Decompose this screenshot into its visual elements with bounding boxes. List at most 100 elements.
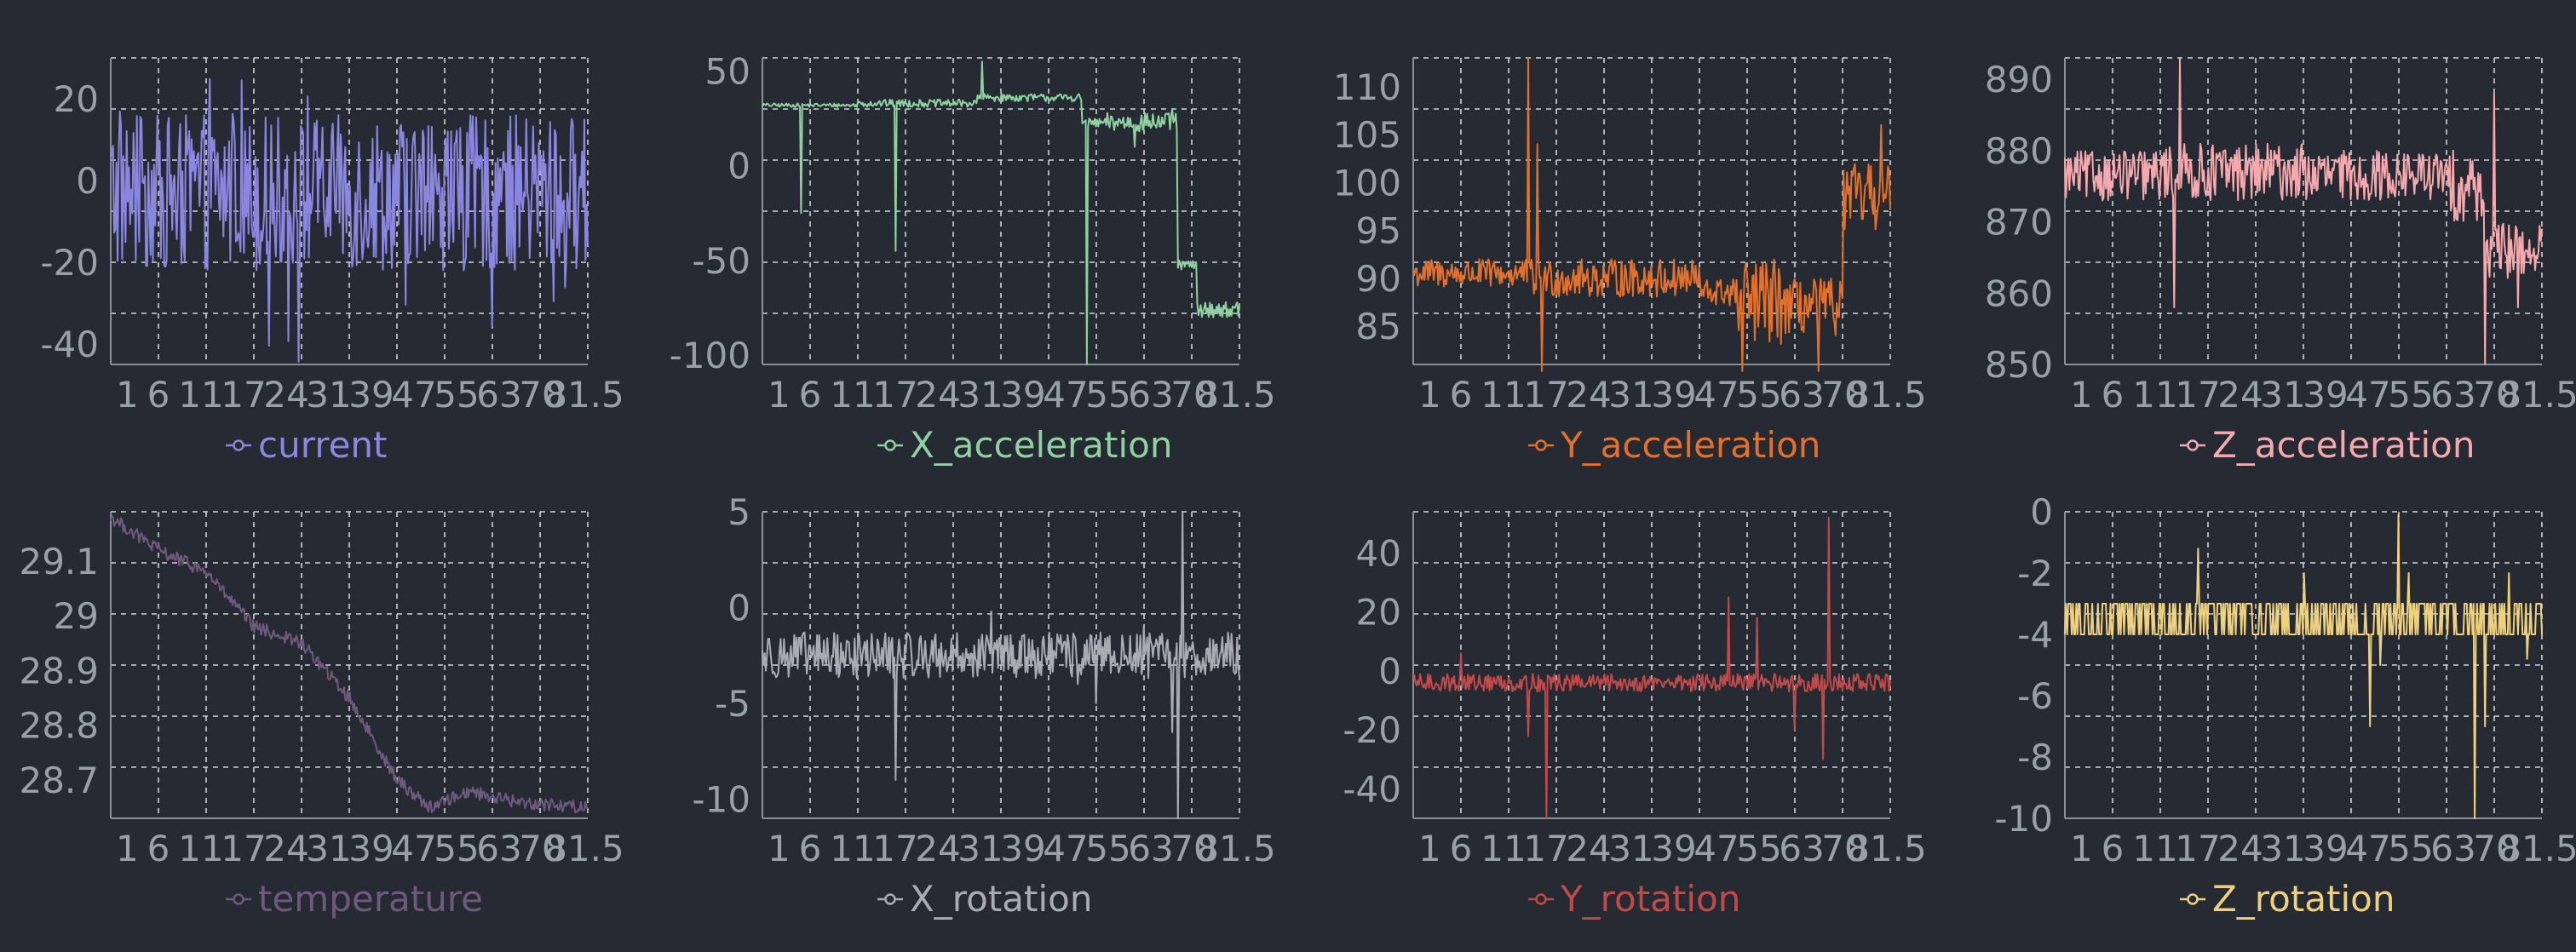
x-tick-label: 47 xyxy=(2345,828,2390,869)
x-tick-label: 17 xyxy=(1523,374,1568,416)
x-tick-label: 39 xyxy=(1651,374,1696,416)
y-tick-label: -40 xyxy=(40,324,99,365)
chart-panel-y-acceleration: 110 105 100 95 90 85 1 6 11 17 24 31 39 47 55 63 70 81.5 xyxy=(1333,57,1927,416)
x-tick-label: 1 xyxy=(2070,828,2093,869)
chart-panel-x-rotation: 5 0 -5 -10 1 6 11 17 24 31 39 47 55 63 70 81.5 xyxy=(692,491,1275,869)
legend-label: current xyxy=(258,424,388,466)
x-tick-label: 39 xyxy=(348,828,394,869)
x-tick-label: 1 xyxy=(768,374,791,416)
x-tick-label: 31 xyxy=(306,374,351,416)
grid xyxy=(1412,511,1891,819)
x-tick-label: 81.5 xyxy=(1847,828,1927,869)
legend[interactable]: current xyxy=(226,424,388,466)
legend[interactable]: Y_rotation xyxy=(1528,878,1740,920)
chart-panel-x-acceleration: 50 0 -50 -100 1 6 11 17 24 31 39 47 55 63 70 81.5 xyxy=(670,51,1276,416)
x-tick-label: 81.5 xyxy=(1196,828,1276,869)
x-tick-label: 63 xyxy=(476,828,521,869)
y-tick-label: 870 xyxy=(1985,202,2053,244)
y-tick-label: 29.1 xyxy=(19,541,99,582)
x-tick-label: 39 xyxy=(1651,828,1696,869)
x-tick-label: 70 xyxy=(1170,828,1216,869)
x-tick-label: 63 xyxy=(2430,828,2475,869)
series-line-y-acceleration xyxy=(1412,57,1891,372)
legend[interactable]: temperature xyxy=(226,878,483,920)
x-tick-label: 55 xyxy=(434,828,479,869)
x-tick-label: 39 xyxy=(2303,828,2348,869)
legend-marker-icon xyxy=(226,892,251,905)
legend-marker-icon xyxy=(2180,892,2205,905)
x-tick-label: 55 xyxy=(1736,828,1781,869)
x-tick-label: 81.5 xyxy=(1196,374,1276,416)
y-tick-label: 890 xyxy=(1985,59,2053,100)
x-tick-label: 39 xyxy=(1000,828,1045,869)
legend[interactable]: X_acceleration xyxy=(877,424,1173,466)
x-tick-label: 63 xyxy=(2430,374,2475,416)
x-tick-label: 1 xyxy=(1418,374,1441,416)
legend[interactable]: Z_rotation xyxy=(2180,878,2395,920)
y-tick-label: -10 xyxy=(692,779,750,821)
x-tick-label: 47 xyxy=(2345,374,2390,416)
x-tick-label: 6 xyxy=(799,828,822,869)
x-tick-label: 55 xyxy=(2388,828,2433,869)
legend-label: Y_rotation xyxy=(1561,878,1741,920)
y-tick-label: 0 xyxy=(76,160,99,202)
y-tick-label: -8 xyxy=(2017,737,2053,778)
chart-panel-y-rotation: 40 20 0 -20 -40 1 6 11 17 24 31 39 47 55 63 70 81.5 xyxy=(1343,511,1927,869)
x-tick-label: 55 xyxy=(1085,828,1130,869)
x-tick-label: 39 xyxy=(1000,374,1045,416)
x-tick-label: 81.5 xyxy=(544,828,624,869)
y-tick-label: 100 xyxy=(1333,162,1401,204)
legend-marker-icon xyxy=(1528,439,1554,451)
grid xyxy=(2064,511,2543,819)
x-tick-label: 1 xyxy=(1418,828,1441,869)
chart-svg: 29.1 29 28.9 28.8 28.7 1 6 11172431394755637081… xyxy=(19,511,624,869)
series-line-y-rotation xyxy=(1412,516,1891,819)
y-tick-label: 29 xyxy=(54,595,99,637)
x-tick-label: 31 xyxy=(957,374,1003,416)
y-tick-label: -6 xyxy=(2017,675,2053,717)
x-tick-label: 17 xyxy=(872,374,917,416)
x-tick-label: 6 xyxy=(1450,374,1473,416)
x-tick-label: 81.5 xyxy=(544,374,624,416)
x-tick-label: 47 xyxy=(1693,828,1739,869)
y-tick-label: -2 xyxy=(2017,553,2053,594)
x-tick-label: 17 xyxy=(872,828,917,869)
x-tick-label: 31 xyxy=(957,828,1003,869)
legend[interactable]: Z_acceleration xyxy=(2180,424,2475,466)
x-tick-label: 6 xyxy=(2102,828,2125,869)
x-tick-label: 17 xyxy=(2175,374,2220,416)
x-tick-label: 39 xyxy=(348,374,394,416)
y-tick-label: -50 xyxy=(692,240,750,282)
x-tick-label: 70 xyxy=(519,374,564,416)
x-tick-label: 47 xyxy=(1043,828,1088,869)
x-tick-label: 81.5 xyxy=(2498,828,2576,869)
x-tick-label: 6 xyxy=(799,374,822,416)
y-tick-label: -100 xyxy=(670,335,750,376)
y-tick-label: 95 xyxy=(1356,210,1401,252)
y-tick-label: 28.9 xyxy=(19,650,99,691)
x-tick-label: 31 xyxy=(306,828,351,869)
legend-marker-icon xyxy=(226,439,251,451)
legend[interactable]: X_rotation xyxy=(877,878,1092,920)
x-tick-label: 1 xyxy=(116,374,139,416)
x-tick-label: 81.5 xyxy=(2498,374,2576,416)
x-tick-label: 1 xyxy=(2070,374,2093,416)
chart-panel-z-rotation: 0 -2 -4 -6 -8 -10 1 6 11 17 24 31 39 47 55 63 70 81.5 xyxy=(1994,491,2576,869)
grid xyxy=(762,511,1240,819)
legend[interactable]: Y_acceleration xyxy=(1528,424,1820,466)
x-tick-label: 24 xyxy=(1566,374,1611,416)
x-tick-label: 63 xyxy=(1128,828,1173,869)
x-tick-label: 70 xyxy=(1170,374,1216,416)
y-tick-label: 5 xyxy=(727,491,750,533)
legend-label: X_rotation xyxy=(910,878,1093,920)
x-tick-label: 70 xyxy=(2473,374,2518,416)
y-tick-label: -40 xyxy=(1343,768,1401,810)
y-tick-label: 850 xyxy=(1985,344,2053,386)
x-tick-label: 11 xyxy=(1481,374,1526,416)
x-tick-label: 31 xyxy=(1608,828,1653,869)
x-tick-label: 47 xyxy=(391,374,436,416)
